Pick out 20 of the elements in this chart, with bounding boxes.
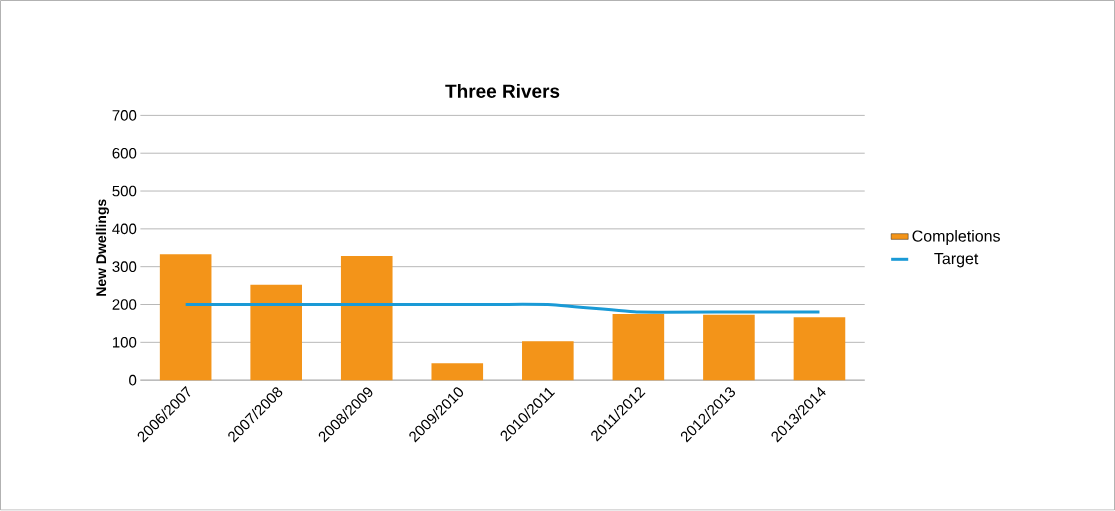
y-tick-label: 100 xyxy=(112,337,137,348)
bar xyxy=(431,363,484,381)
bar xyxy=(250,285,302,381)
y-tick-label: 300 xyxy=(112,261,137,273)
y-axis-title: New Dwellings xyxy=(95,199,109,297)
legend-label: Target xyxy=(934,253,979,268)
y-tick-label: 200 xyxy=(112,299,137,311)
y-tick-label: 500 xyxy=(112,185,137,197)
chart-title: Three Rivers xyxy=(445,84,560,99)
y-tick-label: 400 xyxy=(112,223,137,235)
bar xyxy=(522,341,574,381)
y-tick-label: 0 xyxy=(129,375,137,386)
y-tick-label: 600 xyxy=(112,148,137,159)
y-tick-label: 700 xyxy=(112,110,137,121)
bar xyxy=(612,314,665,381)
bar xyxy=(340,256,393,381)
legend-label: Completions xyxy=(912,230,1000,246)
bar xyxy=(159,254,212,381)
bar xyxy=(793,317,846,381)
bar xyxy=(703,314,755,381)
